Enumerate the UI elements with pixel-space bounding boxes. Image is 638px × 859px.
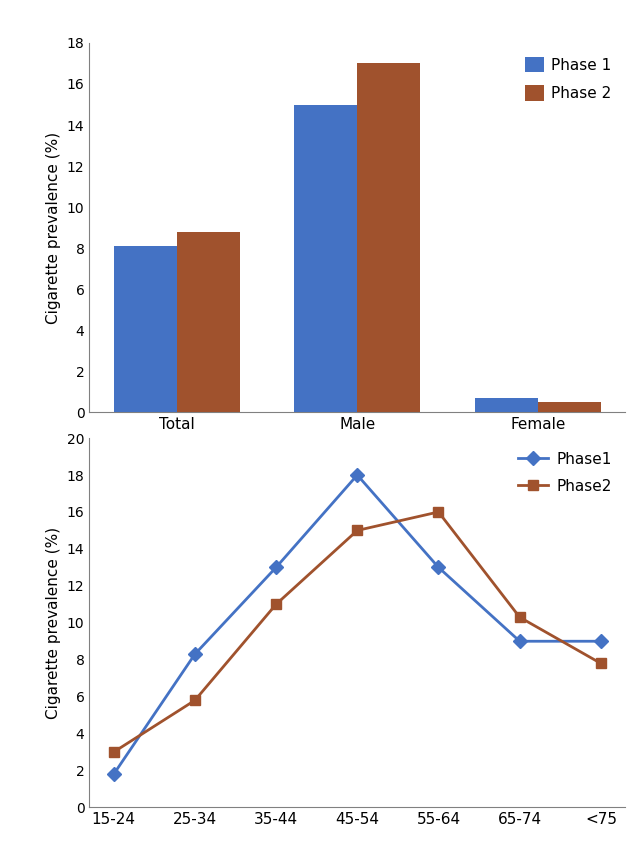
Line: Phase2: Phase2 xyxy=(109,507,605,757)
Line: Phase1: Phase1 xyxy=(109,470,605,779)
Bar xyxy=(475,398,538,412)
Phase2 xyxy=(191,695,198,705)
Y-axis label: Cigarette prevalence (%): Cigarette prevalence (%) xyxy=(46,527,61,719)
Bar xyxy=(357,64,420,412)
Phase2 xyxy=(353,525,361,536)
Bar xyxy=(177,232,240,412)
Phase2 xyxy=(597,658,605,668)
Phase1 xyxy=(110,769,117,779)
Phase2 xyxy=(272,600,280,610)
Phase1 xyxy=(191,649,198,660)
Phase1 xyxy=(434,563,442,573)
Legend: Phase1, Phase2: Phase1, Phase2 xyxy=(512,446,618,500)
Bar xyxy=(294,105,357,412)
Bar xyxy=(538,402,601,412)
Phase1 xyxy=(353,470,361,480)
Phase1 xyxy=(597,636,605,646)
Phase2 xyxy=(434,507,442,517)
Phase2 xyxy=(110,747,117,758)
Y-axis label: Cigarette prevalence (%): Cigarette prevalence (%) xyxy=(46,131,61,324)
Legend: Phase 1, Phase 2: Phase 1, Phase 2 xyxy=(519,51,618,107)
Phase2 xyxy=(516,612,524,623)
Phase1 xyxy=(516,636,524,646)
Phase1 xyxy=(272,563,280,573)
Bar xyxy=(114,247,177,412)
